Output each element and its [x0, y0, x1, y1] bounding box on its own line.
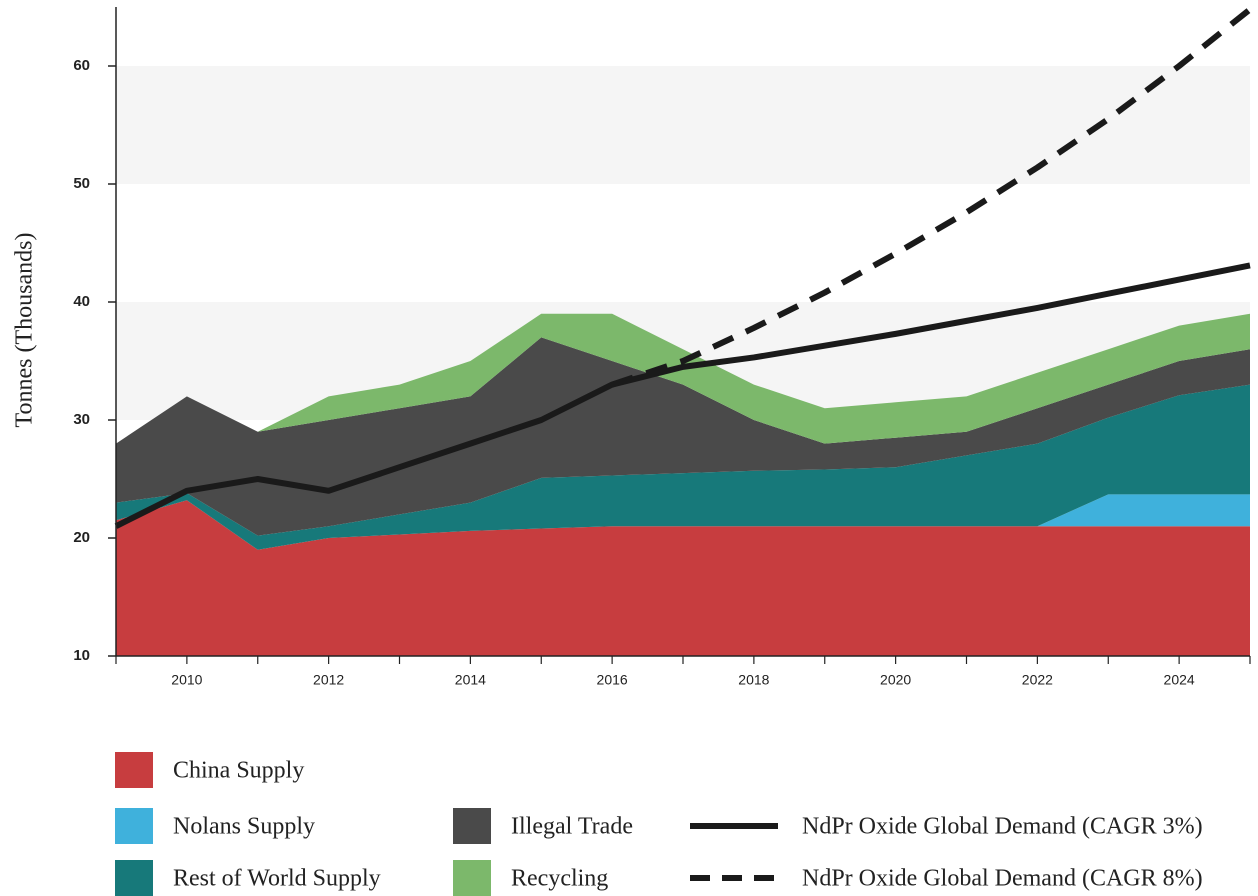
legend-label: China Supply [173, 758, 304, 784]
legend-swatch [453, 808, 491, 844]
legend-label: Nolans Supply [173, 814, 315, 840]
area [116, 494, 1250, 550]
legend-swatch [115, 808, 153, 844]
y-tick-label: 20 [73, 529, 90, 546]
x-tick-label: 2020 [880, 672, 911, 688]
area [116, 337, 1250, 536]
legend-label: NdPr Oxide Global Demand (CAGR 8%) [802, 866, 1203, 892]
legend-label: Rest of World Supply [173, 866, 381, 892]
legend-label: NdPr Oxide Global Demand (CAGR 3%) [802, 814, 1203, 840]
y-tick-label: 60 [73, 57, 90, 74]
area [116, 500, 1250, 656]
legend-swatch [115, 752, 153, 788]
line [611, 7, 1252, 388]
legend-label: Illegal Trade [511, 814, 633, 840]
x-tick-label: 2018 [738, 672, 769, 688]
background-band [116, 66, 1250, 184]
y-tick-label: 40 [73, 293, 90, 310]
legend-swatch [453, 860, 491, 896]
x-tick-label: 2022 [1022, 672, 1053, 688]
x-tick-label: 2024 [1164, 672, 1195, 688]
legend-label: Recycling [511, 866, 608, 892]
y-tick-label: 10 [73, 647, 90, 664]
line [114, 262, 1251, 529]
y-tick-label: 30 [73, 411, 90, 428]
x-tick-label: 2010 [171, 672, 202, 688]
x-tick-label: 2014 [455, 672, 486, 688]
area [116, 313, 1250, 444]
area [116, 384, 1250, 550]
legend-swatch [115, 860, 153, 896]
x-tick-label: 2012 [313, 672, 344, 688]
y-tick-label: 50 [73, 175, 90, 192]
x-tick-label: 2016 [597, 672, 628, 688]
y-axis-label: Tonnes (Thousands) [12, 233, 38, 428]
